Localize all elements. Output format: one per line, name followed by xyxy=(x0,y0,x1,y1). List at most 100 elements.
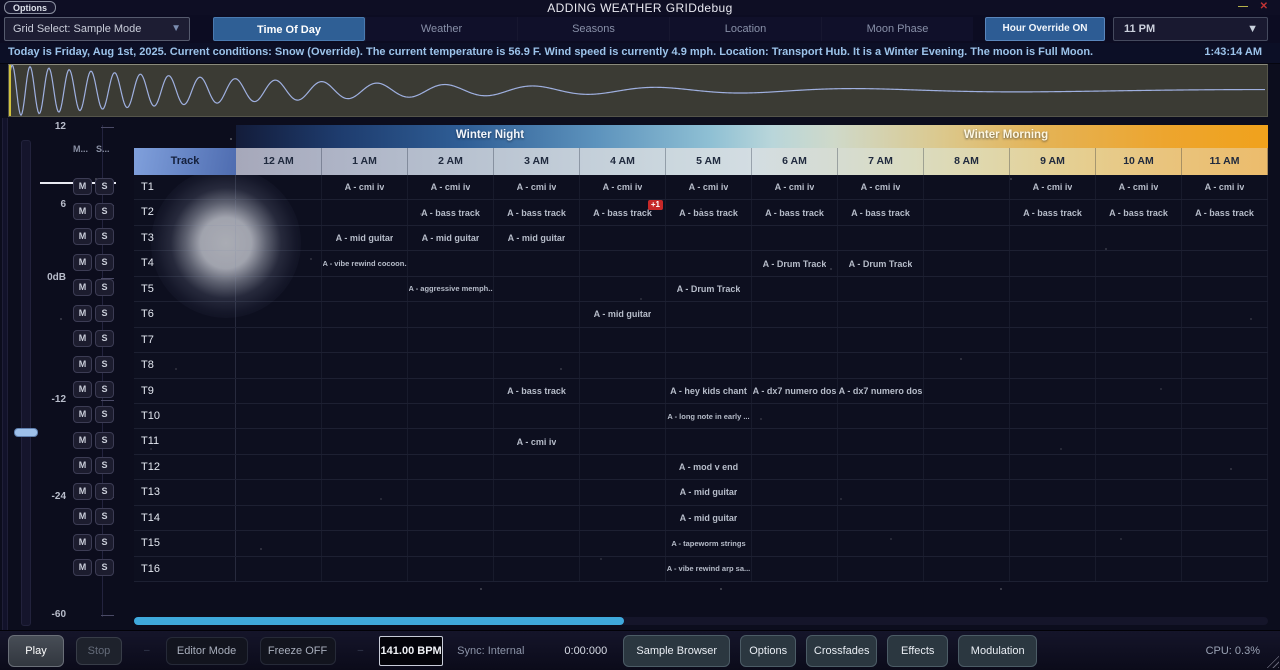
grid-cell[interactable] xyxy=(666,327,752,353)
track-label[interactable]: T1 xyxy=(134,175,236,200)
grid-cell[interactable] xyxy=(924,403,1010,429)
grid-cell[interactable] xyxy=(752,225,838,251)
grid-cell[interactable] xyxy=(236,505,322,531)
track-label[interactable]: T2 xyxy=(134,200,236,225)
grid-cell[interactable] xyxy=(580,378,666,403)
solo-button[interactable]: S xyxy=(95,381,114,399)
grid-cell[interactable] xyxy=(1096,556,1182,581)
grid-cell[interactable]: A - Drum Track xyxy=(838,251,924,276)
grid-cell[interactable] xyxy=(236,200,322,225)
grid-cell[interactable] xyxy=(752,480,838,505)
grid-cell[interactable] xyxy=(752,302,838,327)
grid-cell[interactable] xyxy=(1182,302,1268,327)
grid-cell[interactable] xyxy=(666,429,752,454)
grid-cell[interactable] xyxy=(924,556,1010,581)
grid-cell[interactable] xyxy=(580,403,666,429)
track-label[interactable]: T15 xyxy=(134,531,236,556)
grid-cell[interactable] xyxy=(1010,556,1096,581)
grid-cell[interactable]: A - bass track xyxy=(494,378,580,403)
grid-cell[interactable] xyxy=(838,276,924,302)
grid-cell[interactable]: A - vibe rewind cocoon... xyxy=(322,251,408,276)
grid-cell[interactable] xyxy=(494,480,580,505)
grid-cell[interactable] xyxy=(322,531,408,556)
grid-cell[interactable] xyxy=(924,378,1010,403)
grid-cell[interactable] xyxy=(236,454,322,480)
grid-cell[interactable] xyxy=(752,429,838,454)
grid-cell[interactable] xyxy=(1010,403,1096,429)
grid-cell[interactable] xyxy=(752,327,838,353)
grid-cell[interactable] xyxy=(580,531,666,556)
grid-cell[interactable]: A - cmi iv xyxy=(322,175,408,200)
track-label[interactable]: T6 xyxy=(134,302,236,327)
grid-cell[interactable] xyxy=(1010,225,1096,251)
grid-cell[interactable] xyxy=(1096,378,1182,403)
solo-button[interactable]: S xyxy=(95,279,114,297)
grid-cell[interactable] xyxy=(1182,505,1268,531)
grid-cell[interactable] xyxy=(1182,480,1268,505)
grid-cell[interactable]: A - bass track xyxy=(666,200,752,225)
grid-cell[interactable] xyxy=(580,251,666,276)
grid-cell[interactable] xyxy=(236,556,322,581)
grid-cell[interactable]: A - dx7 numero dos xyxy=(752,378,838,403)
grid-cell[interactable] xyxy=(580,454,666,480)
grid-cell[interactable] xyxy=(408,251,494,276)
bpm-display[interactable]: 141.00 BPM xyxy=(379,635,444,666)
track-label[interactable]: T13 xyxy=(134,480,236,505)
solo-button[interactable]: S xyxy=(95,177,114,195)
grid-cell[interactable] xyxy=(322,378,408,403)
grid-cell[interactable] xyxy=(580,505,666,531)
grid-cell[interactable] xyxy=(1096,327,1182,353)
grid-cell[interactable]: A - bass track xyxy=(838,200,924,225)
solo-button[interactable]: S xyxy=(95,559,114,577)
grid-cell[interactable]: A - mid guitar xyxy=(580,302,666,327)
grid-cell[interactable] xyxy=(666,225,752,251)
mute-button[interactable]: M xyxy=(73,457,92,475)
grid-cell[interactable] xyxy=(494,531,580,556)
crossfades-button[interactable]: Crossfades xyxy=(806,634,878,667)
grid-cell[interactable] xyxy=(580,327,666,353)
grid-cell[interactable] xyxy=(1182,225,1268,251)
editor-mode-button[interactable]: Editor Mode xyxy=(165,636,248,665)
grid-cell[interactable]: A - cmi iv xyxy=(408,175,494,200)
track-label[interactable]: T14 xyxy=(134,505,236,531)
grid-cell[interactable] xyxy=(1182,251,1268,276)
grid-cell[interactable]: A - mid guitar xyxy=(322,225,408,251)
grid-cell[interactable] xyxy=(236,302,322,327)
grid-cell[interactable] xyxy=(1096,276,1182,302)
grid-cell[interactable]: A - hey kids chant xyxy=(666,378,752,403)
grid-cell[interactable] xyxy=(1010,378,1096,403)
mute-button[interactable]: M xyxy=(73,355,92,373)
grid-cell[interactable] xyxy=(1010,531,1096,556)
grid-cell[interactable] xyxy=(1096,251,1182,276)
grid-cell[interactable] xyxy=(322,327,408,353)
waveform-display[interactable] xyxy=(8,64,1268,117)
grid-cell[interactable] xyxy=(838,302,924,327)
grid-cell[interactable] xyxy=(752,353,838,378)
grid-cell[interactable] xyxy=(1010,454,1096,480)
mute-button[interactable]: M xyxy=(73,508,92,526)
grid-cell[interactable] xyxy=(1182,454,1268,480)
grid-cell[interactable] xyxy=(1096,454,1182,480)
grid-cell[interactable]: A - cmi iv xyxy=(666,175,752,200)
grid-cell[interactable]: A - cmi iv xyxy=(838,175,924,200)
grid-cell[interactable] xyxy=(838,556,924,581)
grid-cell[interactable]: A - dx7 numero dos xyxy=(838,378,924,403)
grid-cell[interactable] xyxy=(1010,429,1096,454)
minimize-icon[interactable]: — xyxy=(1238,1,1248,12)
grid-cell[interactable]: A - cmi iv xyxy=(580,175,666,200)
grid-cell[interactable]: A - bass track +1 xyxy=(580,200,666,225)
grid-cell[interactable] xyxy=(1010,251,1096,276)
grid-cell[interactable] xyxy=(1096,480,1182,505)
mute-button[interactable]: M xyxy=(73,431,92,449)
sample-browser-button[interactable]: Sample Browser xyxy=(623,634,731,667)
grid-cell[interactable] xyxy=(1182,429,1268,454)
grid-cell[interactable] xyxy=(236,175,322,200)
grid-hscrollbar-thumb[interactable] xyxy=(134,617,624,625)
mute-button[interactable]: M xyxy=(73,533,92,551)
grid-cell[interactable] xyxy=(838,403,924,429)
grid-cell[interactable] xyxy=(494,327,580,353)
grid-cell[interactable] xyxy=(752,505,838,531)
grid-cell[interactable]: A - cmi iv xyxy=(1010,175,1096,200)
grid-cell[interactable]: A - cmi iv xyxy=(1182,175,1268,200)
mute-button[interactable]: M xyxy=(73,482,92,500)
